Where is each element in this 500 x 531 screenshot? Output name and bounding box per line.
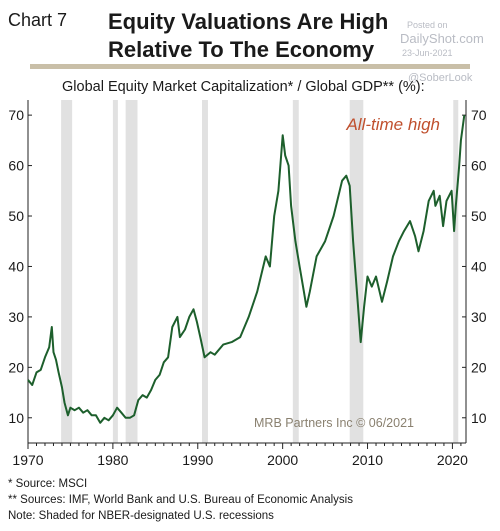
footnote-source-gdp: ** Sources: IMF, World Bank and U.S. Bur… <box>8 494 353 506</box>
headline-line-1: Equity Valuations Are High <box>108 9 389 34</box>
chart-source-credit: MRB Partners Inc © 06/2021 <box>254 416 414 430</box>
chart-number: Chart 7 <box>8 10 68 30</box>
footnote-source-msci: * Source: MSCI <box>8 478 88 490</box>
y-tick-label-left: 10 <box>8 410 24 426</box>
y-tick-label-right: 20 <box>471 359 487 375</box>
x-tick-label: 1990 <box>182 452 213 468</box>
recession-band <box>202 100 208 443</box>
watermark-date: 23-Jun-2021 <box>402 48 453 58</box>
headline-line-2: Relative To The Economy <box>108 37 375 62</box>
watermark-site: DailyShot.com <box>400 31 484 46</box>
y-tick-label-right: 10 <box>471 410 487 426</box>
recession-band <box>61 100 73 443</box>
watermark-posted: Posted on <box>407 20 448 30</box>
y-tick-label-right: 60 <box>471 158 487 174</box>
x-tick-label: 1980 <box>97 452 128 468</box>
y-tick-label-right: 70 <box>471 107 487 123</box>
recession-band <box>112 100 118 443</box>
y-tick-label-right: 40 <box>471 258 487 274</box>
y-tick-label-left: 30 <box>8 309 24 325</box>
y-tick-label-left: 70 <box>8 107 24 123</box>
equity-gdp-line <box>27 114 466 424</box>
chart-headline: Equity Valuations Are High Relative To T… <box>108 8 388 64</box>
watermark-handle: @SoberLook <box>408 72 473 84</box>
x-tick-label: 2020 <box>437 452 468 468</box>
annotation-all-time-high: All-time high <box>345 115 440 134</box>
y-tick-label-right: 50 <box>471 208 487 224</box>
y-tick-label-left: 50 <box>8 208 24 224</box>
y-tick-label-left: 20 <box>8 359 24 375</box>
y-tick-label-left: 40 <box>8 258 24 274</box>
x-tick-label: 2010 <box>352 452 383 468</box>
recession-band <box>292 100 299 443</box>
x-tick-label: 1970 <box>12 452 43 468</box>
y-tick-label-left: 60 <box>8 158 24 174</box>
footnote-recessions: Note: Shaded for NBER-designated U.S. re… <box>8 510 274 522</box>
x-tick-label: 2000 <box>267 452 298 468</box>
recession-band <box>349 100 364 443</box>
recession-band <box>453 100 459 443</box>
chart-title: Global Equity Market Capitalization* / G… <box>62 79 425 95</box>
y-tick-label-right: 30 <box>471 309 487 325</box>
header-rule <box>30 64 470 69</box>
recession-band <box>125 100 138 443</box>
